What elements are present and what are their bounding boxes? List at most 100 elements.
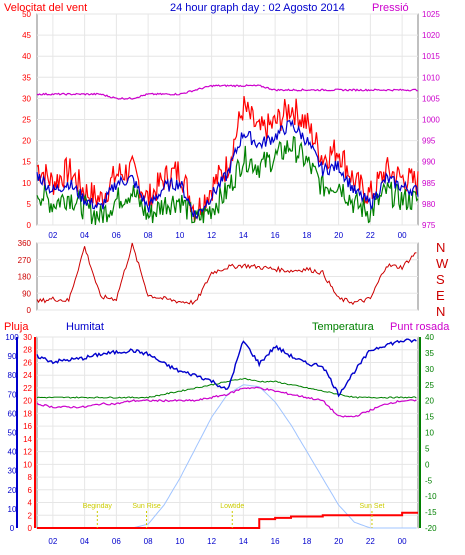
compass-label: N (436, 240, 445, 255)
pressure-y-tick-label: 1025 (422, 10, 440, 19)
wind-y-tick-label: 45 (22, 31, 31, 40)
wind-y-tick-label: 0 (27, 221, 32, 230)
rain-y-tick-label: 6 (28, 486, 33, 495)
humidity-y-tick-label: 30 (8, 467, 17, 476)
pressure-y-tick-label: 1020 (422, 31, 440, 40)
compass-label: S (436, 272, 445, 287)
event-label: Beginday (83, 503, 113, 510)
event-label: Lowtide (220, 503, 244, 510)
wind-x-tick-label: 10 (175, 231, 184, 240)
rain-y-tick-label: 12 (23, 448, 32, 457)
humidity-y-tick-label: 10 (8, 505, 17, 514)
event-label: Sun Set (360, 503, 385, 510)
temperature-y-tick-label: 10 (425, 429, 434, 438)
rain-y-tick-label: 24 (23, 371, 32, 380)
rain-y-tick-label: 18 (23, 409, 32, 418)
rain-y-tick-label: 20 (23, 397, 32, 406)
chart-date-title: 24 hour graph day : 02 Agosto 2014 (170, 2, 345, 14)
humidity-y-tick-label: 50 (8, 429, 17, 438)
pressure-line (36, 84, 419, 100)
rain-y-tick-label: 30 (23, 333, 32, 342)
temperature-y-tick-label: 30 (425, 365, 434, 374)
wind-x-tick-label: 20 (334, 231, 343, 240)
temperature-line (36, 377, 417, 399)
wind-average-line (36, 119, 419, 220)
humidity-x-tick-label: 02 (48, 537, 57, 546)
dew-point-label: Punt rosada (390, 321, 450, 333)
temperature-y-tick-label: 15 (425, 413, 434, 422)
direction-y-tick-label: 270 (18, 256, 32, 265)
humidity-x-tick-label: 10 (175, 537, 184, 546)
rain-y-tick-label: 22 (23, 384, 32, 393)
temperature-label: Temperatura (312, 321, 375, 333)
wind-x-tick-label: 02 (48, 231, 57, 240)
humidity-x-tick-label: 08 (144, 537, 153, 546)
wind-x-tick-label: 18 (302, 231, 311, 240)
rain-label: Pluja (4, 321, 29, 333)
humidity-y-tick-label: 0 (10, 524, 15, 533)
direction-y-tick-label: 90 (22, 289, 31, 298)
wind-min-line (36, 135, 419, 225)
rain-y-tick-label: 26 (23, 358, 32, 367)
wind-y-tick-label: 30 (22, 94, 31, 103)
wind-x-tick-label: 08 (144, 231, 153, 240)
pressure-y-tick-label: 1000 (422, 116, 440, 125)
humidity-x-tick-label: 22 (366, 537, 375, 546)
wind-y-tick-label: 20 (22, 137, 31, 146)
pressure-y-tick-label: 980 (422, 200, 436, 209)
wind-y-tick-label: 35 (22, 73, 31, 82)
compass-label: E (436, 288, 445, 303)
humidity-y-tick-label: 100 (5, 333, 19, 342)
humidity-line (36, 338, 417, 398)
wind-x-tick-label: 14 (239, 231, 248, 240)
pressure-y-tick-label: 990 (422, 158, 436, 167)
wind-x-tick-label: 12 (207, 231, 216, 240)
wind-speed-panel: 0510152025303540455097598098599099510001… (22, 10, 440, 240)
wind-x-tick-label: 16 (271, 231, 280, 240)
wind-direction-line (36, 242, 417, 306)
humidity-x-tick-label: 18 (302, 537, 311, 546)
pressure-title: Pressió (372, 2, 409, 14)
wind-x-tick-label: 22 (366, 231, 375, 240)
pressure-y-tick-label: 985 (422, 179, 436, 188)
direction-y-tick-label: 0 (27, 306, 32, 315)
wind-y-tick-label: 15 (22, 158, 31, 167)
wind-y-tick-label: 25 (22, 116, 31, 125)
wind-y-tick-label: 10 (22, 179, 31, 188)
pressure-y-tick-label: 1015 (422, 52, 440, 61)
humidity-y-tick-label: 60 (8, 409, 17, 418)
wind-gust-line (36, 96, 419, 222)
pressure-y-tick-label: 1010 (422, 73, 440, 82)
direction-y-tick-label: 180 (18, 273, 32, 282)
rain-y-tick-label: 0 (28, 524, 33, 533)
temperature-y-tick-label: -15 (425, 508, 437, 517)
humidity-temperature-panel: 0246810121416182022242628300102030405060… (5, 333, 437, 546)
wind-y-tick-label: 5 (27, 200, 32, 209)
wind-speed-title: Velocitat del vent (4, 2, 87, 14)
dew-point-line (36, 386, 417, 418)
humidity-y-tick-label: 40 (8, 448, 17, 457)
compass-label: W (436, 256, 449, 271)
wind-x-tick-label: 06 (112, 231, 121, 240)
wind-y-tick-label: 40 (22, 52, 31, 61)
pressure-y-tick-label: 995 (422, 137, 436, 146)
rain-y-tick-label: 2 (28, 511, 33, 520)
humidity-y-tick-label: 70 (8, 390, 17, 399)
humidity-y-tick-label: 80 (8, 371, 17, 380)
rain-y-tick-label: 8 (28, 473, 33, 482)
temperature-y-tick-label: 25 (425, 381, 434, 390)
rain-y-tick-label: 10 (23, 460, 32, 469)
wind-x-tick-label: 04 (80, 231, 89, 240)
pressure-y-tick-label: 975 (422, 221, 436, 230)
temperature-y-tick-label: -10 (425, 492, 437, 501)
pressure-y-tick-label: 1005 (422, 94, 440, 103)
humidity-label: Humitat (66, 321, 104, 333)
temperature-y-tick-label: -5 (425, 476, 433, 485)
temperature-y-tick-label: 5 (425, 444, 430, 453)
humidity-x-tick-label: 00 (398, 537, 407, 546)
temperature-y-tick-label: 20 (425, 397, 434, 406)
humidity-x-tick-label: 06 (112, 537, 121, 546)
